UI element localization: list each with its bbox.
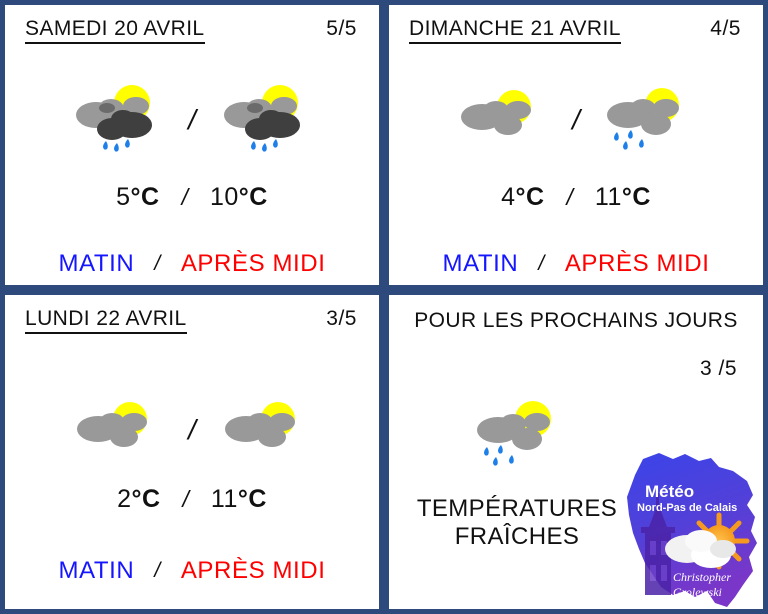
logo-brand-text: Météo [645, 482, 694, 501]
temperature-row: 5°C / 10°C [5, 183, 379, 212]
daypart-separator: / [154, 252, 161, 275]
forecast-panel-sunday[interactable]: DIMANCHE 21 AVRIL 4/5 / [389, 5, 763, 285]
temperature-separator: / [181, 184, 188, 210]
belfry-tower-icon [641, 493, 675, 595]
sun-behind-dark-rain-cloud-icon [222, 81, 310, 163]
afternoon-temperature: 11°C [594, 183, 651, 211]
panel-rating: 5/5 [326, 17, 357, 40]
temperature-row: 4°C / 11°C [389, 183, 763, 212]
panel-header: LUNDI 22 AVRIL 3/5 [5, 295, 379, 334]
outlook-heading: POUR LES PROCHAINS JOURS [414, 309, 738, 332]
panel-rating: 3/5 [326, 307, 357, 330]
daypart-separator: / [154, 559, 161, 582]
sun-behind-cloud-icon [222, 391, 310, 473]
logo-signature-line2: Grolewski [673, 585, 722, 599]
panel-title: DIMANCHE 21 AVRIL [409, 17, 621, 44]
morning-temperature: 2°C [117, 485, 161, 513]
forecast-panel-saturday[interactable]: SAMEDI 20 AVRIL 5/5 / [5, 5, 379, 285]
outlook-summary: TEMPÉRATURES FRAÎCHES [397, 495, 637, 552]
icon-separator: / [188, 104, 196, 135]
sun-behind-cloud-icon [458, 81, 546, 163]
sun-behind-dark-rain-cloud-icon [74, 81, 162, 163]
degree-unit: °C [621, 183, 651, 211]
sun-behind-rain-cloud-icon [475, 395, 567, 481]
daypart-row: MATIN / APRÈS MIDI [5, 250, 379, 278]
temperature-row: 2°C / 11°C [5, 485, 379, 514]
degree-unit: °C [130, 183, 160, 211]
forecast-panel-monday[interactable]: LUNDI 22 AVRIL 3/5 / [5, 295, 379, 609]
weather-icon-row: / [5, 81, 379, 163]
afternoon-label: APRÈS MIDI [564, 250, 710, 277]
temperature-separator: / [182, 486, 189, 512]
meteo-nord-pas-de-calais-logo[interactable]: Météo Nord-Pas de Calais [615, 445, 763, 609]
afternoon-temperature: 11°C [210, 485, 267, 513]
degree-unit: °C [237, 485, 267, 513]
icon-separator: / [188, 414, 196, 445]
degree-unit: °C [131, 485, 161, 513]
panel-rating: 4/5 [710, 17, 741, 40]
weather-icon-row: / [389, 81, 763, 163]
icon-separator: / [572, 104, 580, 135]
panel-title: SAMEDI 20 AVRIL [25, 17, 205, 44]
weather-icon-row: / [5, 391, 379, 473]
morning-label: MATIN [58, 557, 135, 584]
morning-label: MATIN [58, 250, 135, 277]
morning-temperature: 4°C [501, 183, 545, 211]
afternoon-label: APRÈS MIDI [180, 557, 326, 584]
logo-signature-line1: Christopher [673, 570, 731, 584]
logo-region-text: Nord-Pas de Calais [637, 502, 737, 514]
outlook-rating: 3 /5 [699, 357, 737, 380]
daypart-row: MATIN / APRÈS MIDI [389, 250, 763, 278]
afternoon-temperature: 10°C [209, 183, 268, 211]
sun-behind-rain-cloud-icon [606, 81, 694, 163]
degree-unit: °C [515, 183, 545, 211]
morning-temperature: 5°C [116, 183, 160, 211]
panel-title: LUNDI 22 AVRIL [25, 307, 187, 334]
panel-header: DIMANCHE 21 AVRIL 4/5 [389, 5, 763, 44]
outlook-summary-line2: FRAÎCHES [454, 523, 580, 551]
afternoon-label: APRÈS MIDI [180, 250, 326, 277]
daypart-separator: / [538, 252, 545, 275]
daypart-row: MATIN / APRÈS MIDI [5, 557, 379, 585]
degree-unit: °C [238, 183, 268, 211]
outlook-summary-line1: TEMPÉRATURES [416, 495, 618, 522]
outlook-panel[interactable]: POUR LES PROCHAINS JOURS 3 /5 TEMPÉRATUR… [389, 295, 763, 609]
logo-cloud-icon [665, 530, 736, 568]
temperature-separator: / [566, 184, 573, 210]
morning-label: MATIN [442, 250, 519, 277]
sun-behind-cloud-icon [74, 391, 162, 473]
panel-header: SAMEDI 20 AVRIL 5/5 [5, 5, 379, 44]
